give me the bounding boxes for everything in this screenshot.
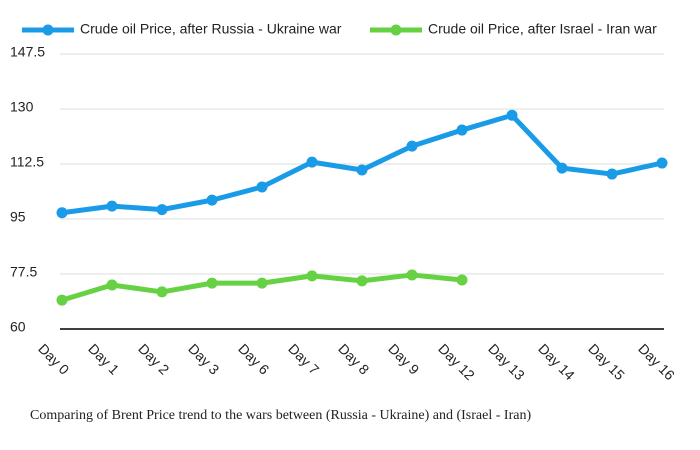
y-tick-label: 130 [10, 99, 34, 115]
data-point [456, 274, 468, 286]
data-point [56, 207, 68, 219]
legend-label: Crude oil Price, after Israel - Iran war [428, 21, 657, 37]
y-tick-label: 95 [10, 209, 26, 225]
x-tick-label: Day 8 [335, 340, 372, 377]
x-tick-label: Day 6 [235, 340, 272, 377]
legend-label: Crude oil Price, after Russia - Ukraine … [80, 21, 342, 37]
data-point [506, 109, 518, 121]
data-point [156, 204, 168, 216]
data-point [406, 269, 418, 281]
x-tick-label: Day 0 [35, 340, 72, 377]
x-tick-label: Day 7 [285, 340, 322, 377]
x-tick-label: Day 12 [435, 340, 478, 383]
data-point [256, 277, 268, 289]
x-tick-label: Day 2 [135, 340, 172, 377]
data-point [106, 200, 118, 212]
data-point [456, 124, 468, 136]
caption: Comparing of Brent Price trend to the wa… [30, 408, 531, 423]
data-point [406, 140, 418, 152]
data-point [356, 275, 368, 287]
data-point [56, 294, 68, 306]
legend-marker [42, 24, 54, 36]
data-point [106, 279, 118, 291]
data-point [306, 270, 318, 282]
data-point [656, 157, 668, 169]
data-point [556, 162, 568, 174]
x-tick-label: Day 1 [85, 340, 122, 377]
y-tick-label: 60 [10, 319, 26, 335]
x-tick-label: Day 3 [185, 340, 222, 377]
data-point [306, 156, 318, 168]
data-point [206, 277, 218, 289]
x-tick-label: Day 15 [585, 340, 628, 383]
data-point [206, 194, 218, 206]
data-point [156, 286, 168, 298]
data-point [606, 168, 618, 180]
legend-marker [390, 24, 402, 36]
y-tick-label: 77.5 [10, 264, 37, 280]
x-tick-label: Day 13 [485, 340, 528, 383]
y-tick-label: 112.5 [10, 154, 44, 170]
x-tick-label: Day 16 [635, 340, 678, 383]
x-tick-label: Day 9 [385, 340, 422, 377]
x-tick-label: Day 14 [535, 340, 578, 383]
data-point [256, 181, 268, 193]
y-tick-label: 147.5 [10, 44, 45, 60]
data-point [356, 164, 368, 176]
